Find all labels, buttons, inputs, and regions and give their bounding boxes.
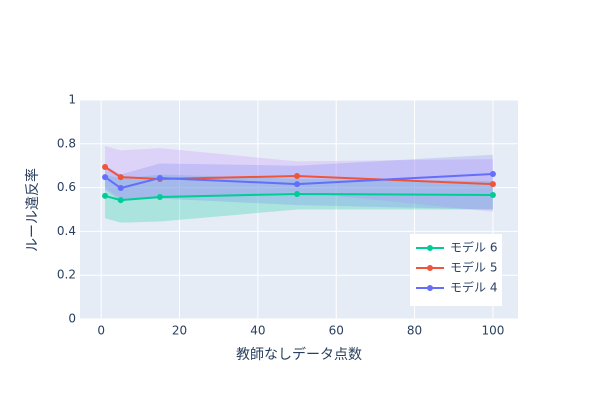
data-point: [156, 174, 163, 181]
data-point: [294, 190, 301, 197]
data-point: [294, 181, 301, 188]
data-point: [489, 192, 496, 199]
data-point: [102, 192, 109, 199]
y-tick-label: 0.8: [57, 136, 76, 150]
data-point: [489, 171, 496, 178]
y-tick-label: 0.4: [57, 224, 76, 238]
x-tick-label: 80: [407, 324, 422, 338]
legend: モデル 6 モデル 5 モデル 4: [410, 234, 502, 306]
y-tick-label: 0: [68, 312, 76, 326]
confidence-band: [105, 174, 493, 223]
legend-marker: [427, 285, 433, 291]
legend-label: モデル 4: [450, 280, 497, 295]
legend-marker: [427, 245, 433, 251]
legend-label: モデル 6: [450, 240, 497, 255]
data-point: [156, 194, 163, 201]
x-tick-label: 60: [329, 324, 344, 338]
data-point: [102, 164, 109, 171]
x-tick-label: 0: [97, 324, 105, 338]
y-tick-label: 0.6: [57, 180, 76, 194]
data-point: [102, 174, 109, 181]
legend-box: [410, 234, 502, 306]
lines: [102, 164, 496, 204]
data-point: [489, 181, 496, 188]
x-tick-label: 40: [250, 324, 265, 338]
data-point: [294, 172, 301, 179]
y-tick-label: 0.2: [57, 268, 76, 282]
y-axis-title: ルール違反率: [24, 168, 41, 252]
y-tick-label: 1: [68, 93, 76, 107]
x-tick-label: 100: [481, 324, 504, 338]
x-tick-label: 20: [172, 324, 187, 338]
x-axis-title: 教師なしデータ点数: [236, 346, 362, 363]
data-point: [117, 197, 124, 204]
legend-label: モデル 5: [450, 260, 497, 275]
data-point: [117, 174, 124, 181]
legend-marker: [427, 265, 433, 271]
data-point: [117, 185, 124, 192]
